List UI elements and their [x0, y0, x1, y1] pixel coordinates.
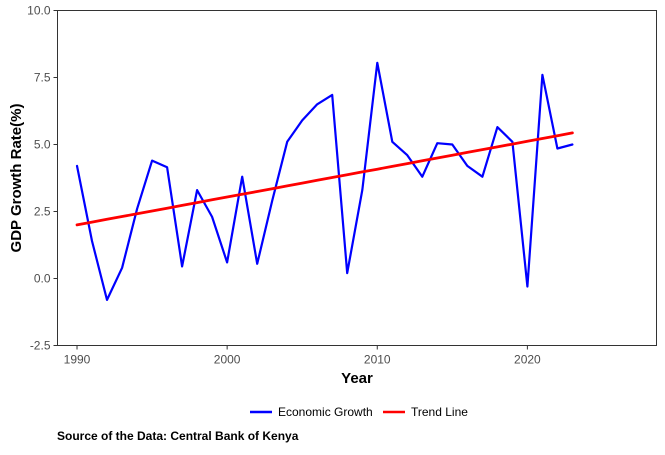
y-axis-ticks: -2.5 0.0 2.5 5.0 7.5 10.0 — [27, 4, 58, 353]
legend-label: Trend Line — [411, 405, 468, 419]
legend-label: Economic Growth — [278, 405, 373, 419]
y-tick-label: 5.0 — [34, 138, 51, 152]
trend-line-line — [75, 131, 574, 227]
series-layer — [75, 61, 574, 301]
legend: Economic Growth Trend Line — [250, 405, 468, 419]
y-tick-label: 0.0 — [34, 272, 51, 286]
plot-panel — [57, 10, 657, 346]
y-axis-title: GDP Growth Rate(%) — [8, 104, 25, 253]
x-tick-label: 2010 — [364, 353, 391, 367]
economic-growth-line — [75, 61, 574, 301]
y-tick-label: 2.5 — [34, 205, 51, 219]
x-tick-label: 2020 — [514, 353, 541, 367]
x-tick-label: 1990 — [64, 353, 91, 367]
x-axis-ticks: 1990 2000 2010 2020 — [64, 345, 541, 367]
source-caption: Source of the Data: Central Bank of Keny… — [57, 429, 299, 443]
y-tick-label: 7.5 — [34, 71, 51, 85]
x-axis-title: Year — [341, 370, 373, 387]
y-tick-label: -2.5 — [30, 339, 51, 353]
x-tick-label: 2000 — [214, 353, 241, 367]
y-tick-label: 10.0 — [27, 4, 51, 18]
